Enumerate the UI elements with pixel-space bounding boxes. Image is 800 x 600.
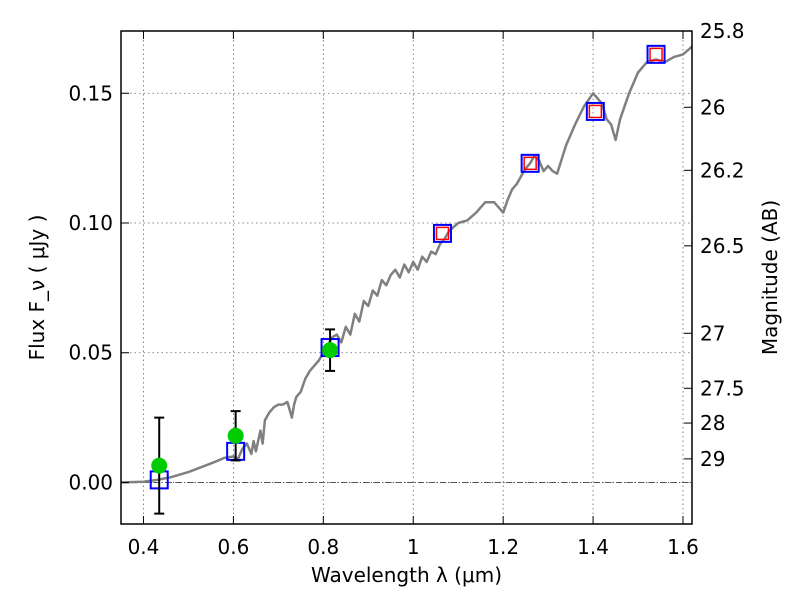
filter-square-marker	[585, 101, 605, 121]
filter-square-marker	[432, 223, 452, 243]
x-tick-label: 1.4	[577, 535, 609, 559]
x-tick-label: 1	[407, 535, 420, 559]
spectrum-series	[120, 45, 693, 484]
model-photometry-marker	[435, 226, 450, 241]
y-tick-label: 0.00	[68, 470, 113, 494]
y-tick-label: 0.15	[68, 81, 113, 105]
x-tick-label: 0.6	[217, 535, 249, 559]
filter-square-marker	[520, 153, 540, 173]
x-tick-label: 1.2	[487, 535, 519, 559]
x-tick-label: 1.6	[667, 535, 699, 559]
magnitude-tick-label: 28	[700, 411, 725, 435]
observed-flux-point	[227, 427, 244, 444]
photometry-series	[149, 44, 666, 515]
spectrum-line	[120, 45, 693, 484]
right-y-axis-label: Magnitude (AB)	[758, 200, 782, 355]
magnitude-tick-label: 26.5	[700, 234, 745, 258]
y-tick-label: 0.10	[68, 211, 113, 235]
model-photometry-marker	[523, 156, 537, 171]
plot-frame	[120, 30, 693, 525]
magnitude-tick-label: 26	[700, 95, 725, 119]
y-tick-label: 0.05	[68, 341, 113, 365]
observed-flux-point	[322, 342, 339, 359]
x-tick-label: 0.4	[128, 535, 160, 559]
magnitude-tick-label: 26.2	[700, 158, 745, 182]
magnitude-tick-label: 27	[700, 321, 725, 345]
magnitude-tick-label: 27.5	[700, 376, 745, 400]
magnitude-tick-label: 29	[700, 447, 725, 471]
y-axis-label: Flux F_ν ( μJy )	[25, 215, 49, 361]
grid	[121, 31, 692, 524]
filter-square-marker	[646, 44, 666, 64]
model-photometry-marker	[649, 47, 663, 62]
observed-flux-point	[151, 457, 168, 474]
magnitude-tick-label: 25.8	[700, 19, 745, 43]
axis-ticks: 0.4 0.6 0.8 1 1.2 1.4 1.6 0.00 0.05 0.10 0.15 25.8 2…	[68, 19, 744, 559]
model-photometry-marker	[588, 104, 603, 119]
x-tick-label: 0.8	[307, 535, 339, 559]
x-axis-label: Wavelength λ (μm)	[311, 563, 502, 587]
